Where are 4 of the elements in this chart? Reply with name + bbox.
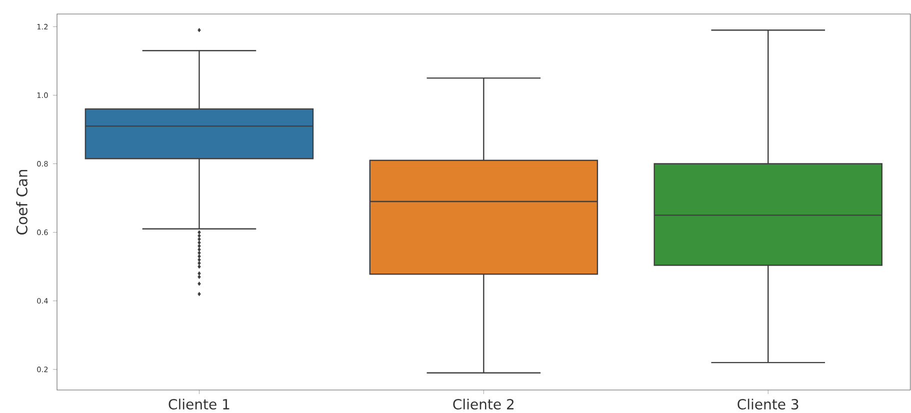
y-axis-title: Coef Can <box>16 170 28 234</box>
x-tick-label: Cliente 3 <box>738 398 798 410</box>
x-tick-label: Cliente 2 <box>453 398 514 410</box>
x-tick-label: Cliente 1 <box>168 398 230 410</box>
